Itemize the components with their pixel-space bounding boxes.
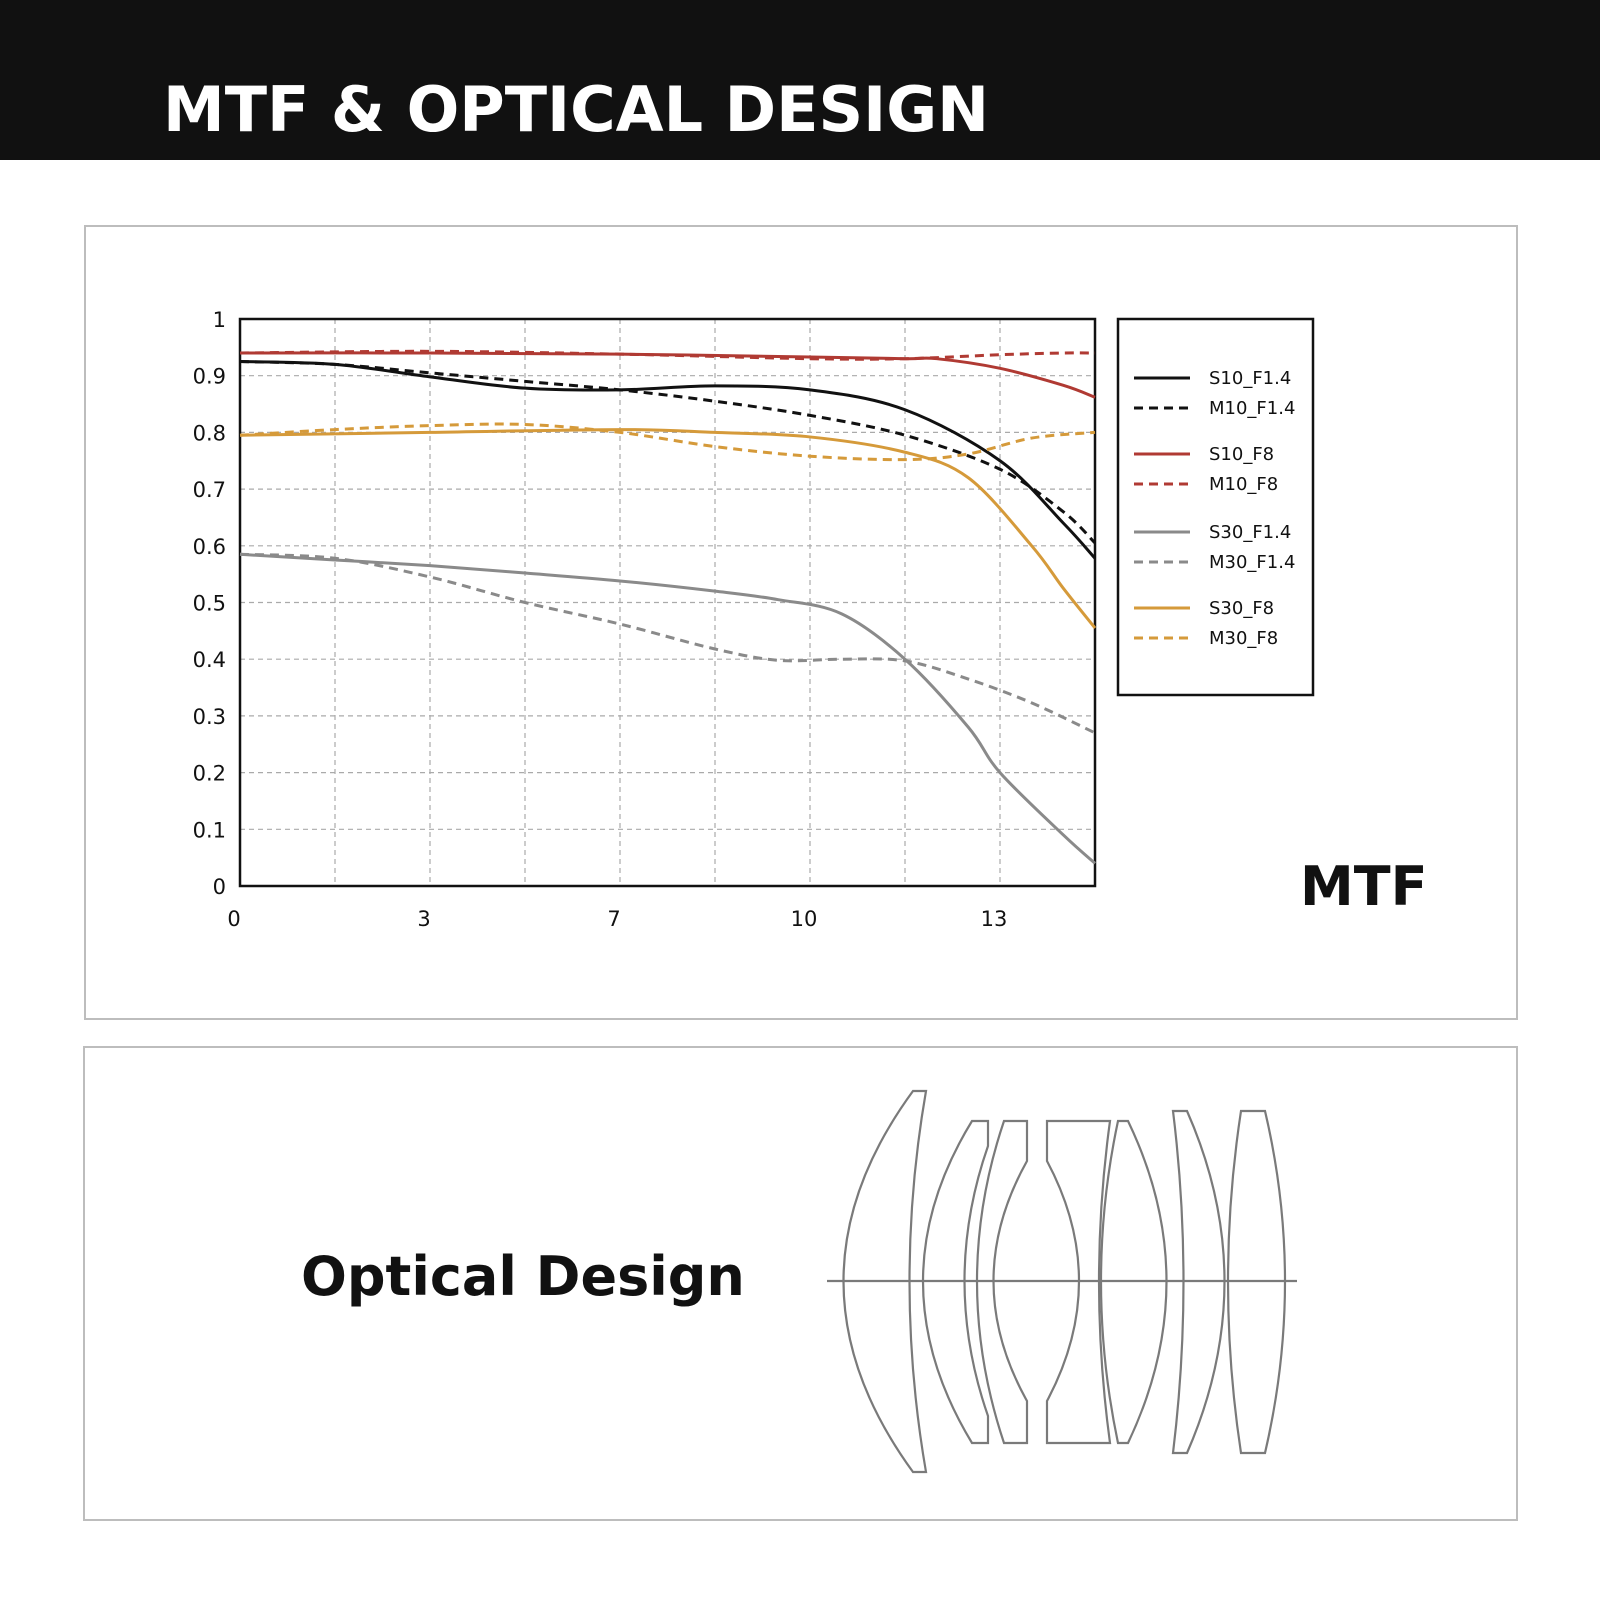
y-tick-label: 0.7 bbox=[193, 478, 226, 502]
y-tick-label: 0 bbox=[213, 875, 226, 899]
x-tick-label: 3 bbox=[417, 907, 430, 931]
series-layer bbox=[239, 349, 1097, 865]
y-tick-label: 0.8 bbox=[193, 421, 226, 445]
lens-element-2 bbox=[922, 1119, 990, 1445]
x-tick-label: 13 bbox=[981, 907, 1008, 931]
optical-design-panel bbox=[83, 1046, 1518, 1521]
series-line-m10-f1-4 bbox=[239, 360, 1097, 545]
series-line-m10-f8 bbox=[239, 349, 1096, 361]
y-tick-label: 0.3 bbox=[193, 705, 226, 729]
y-tick-label: 0.1 bbox=[193, 818, 226, 842]
x-tick-label: 7 bbox=[607, 907, 620, 931]
series-line-m30-f1-4 bbox=[239, 552, 1096, 735]
plot-frame bbox=[238, 317, 1097, 888]
series-line-s10-f1-4 bbox=[239, 360, 1097, 560]
lens-element-4 bbox=[1045, 1119, 1112, 1445]
chart-grid bbox=[240, 319, 1095, 886]
legend-entry: M10_F1.4 bbox=[1209, 398, 1295, 419]
legend-entry: M30_F8 bbox=[1209, 628, 1278, 649]
y-tick-label: 0.4 bbox=[193, 648, 226, 672]
lens-element-5 bbox=[1099, 1119, 1168, 1445]
legend-entry: S30_F1.4 bbox=[1209, 522, 1291, 543]
y-tick-label: 0.2 bbox=[193, 762, 226, 786]
y-tick-label: 0.5 bbox=[193, 592, 226, 616]
series-line-s30-f1-4 bbox=[239, 552, 1097, 865]
tick-labels: 00.10.20.30.40.50.60.70.80.910 3 7 10 13 bbox=[193, 308, 1008, 931]
y-tick-label: 0.9 bbox=[193, 365, 226, 389]
legend-entry: M10_F8 bbox=[1209, 474, 1278, 495]
series-line-s30-f8 bbox=[239, 428, 1097, 629]
mtf-label: MTF bbox=[1300, 855, 1428, 918]
lens-element-7 bbox=[1226, 1109, 1287, 1455]
legend-entry: S10_F8 bbox=[1209, 444, 1274, 465]
x-tick-label: 10 bbox=[791, 907, 818, 931]
y-tick-label: 1 bbox=[213, 308, 226, 332]
series-line-s10-f8 bbox=[239, 351, 1096, 399]
page-title: MTF & OPTICAL DESIGN bbox=[163, 73, 989, 146]
lens-element-1 bbox=[842, 1089, 928, 1474]
legend-entry: S10_F1.4 bbox=[1209, 368, 1291, 389]
series-line-m30-f8 bbox=[239, 422, 1096, 462]
y-tick-label: 0.6 bbox=[193, 535, 226, 559]
chart-legend: S10_F1.4 M10_F1.4 S10_F8 M10_F8 S30_F1.4 M30_… bbox=[1116, 317, 1315, 697]
x-tick-label: 0 bbox=[227, 907, 240, 931]
lens-element-6 bbox=[1171, 1109, 1226, 1455]
legend-box bbox=[1116, 317, 1315, 697]
optical-design-label: Optical Design bbox=[301, 1245, 745, 1308]
header-bar: MTF & OPTICAL DESIGN bbox=[0, 0, 1600, 160]
legend-entry: M30_F1.4 bbox=[1209, 552, 1295, 573]
legend-entry: S30_F8 bbox=[1209, 598, 1274, 619]
lens-element-3 bbox=[975, 1119, 1029, 1445]
